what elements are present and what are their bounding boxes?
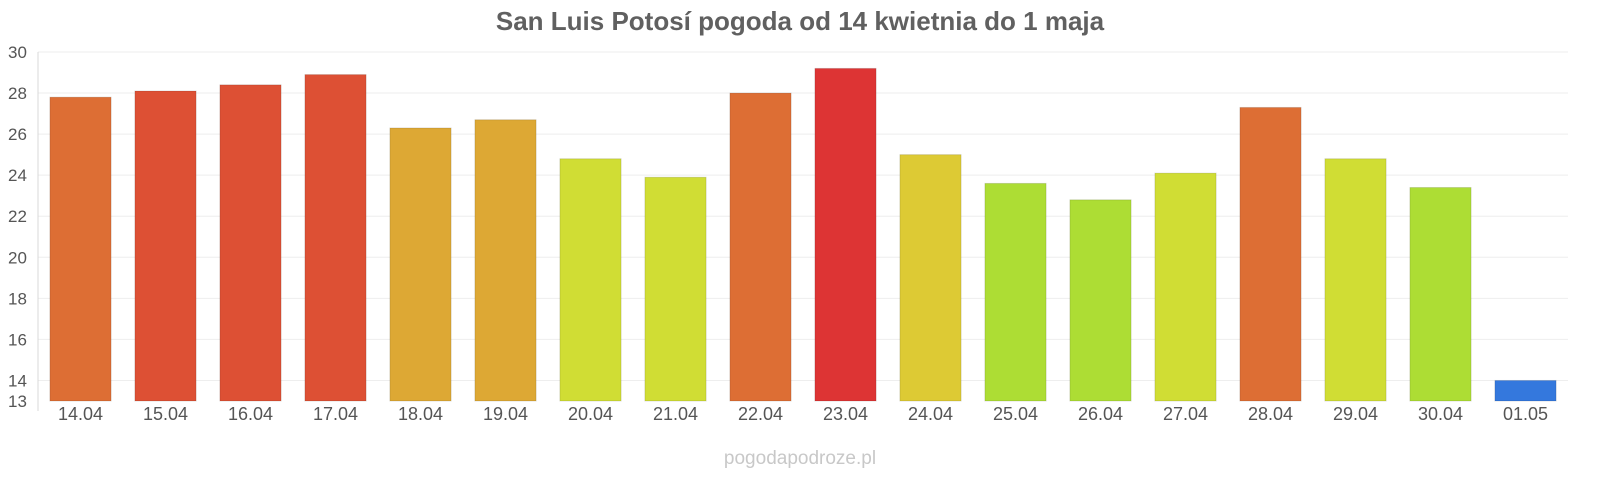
y-tick-label: 13 xyxy=(8,392,27,411)
x-tick-label: 14.04 xyxy=(58,404,103,424)
y-tick-label: 30 xyxy=(8,43,27,62)
x-tick-label: 01.05 xyxy=(1503,404,1548,424)
bar xyxy=(474,119,537,402)
x-tick-label: 26.04 xyxy=(1078,404,1123,424)
x-tick-label: 19.04 xyxy=(483,404,528,424)
y-tick-label: 16 xyxy=(8,330,27,349)
bar xyxy=(1324,158,1387,402)
bar xyxy=(1494,379,1557,402)
x-tick-label: 27.04 xyxy=(1163,404,1208,424)
bar xyxy=(49,96,112,402)
y-tick-label: 24 xyxy=(8,166,27,185)
y-axis: 13 14 16 18 20 22 24 26 28 30 xyxy=(8,43,39,411)
bar xyxy=(1069,199,1132,402)
bar xyxy=(389,127,452,402)
bar xyxy=(1409,186,1472,402)
x-axis-labels: 14.04 15.04 16.04 17.04 18.04 19.04 20.04 21.04… xyxy=(58,404,1548,424)
x-tick-label: 15.04 xyxy=(143,404,188,424)
bar xyxy=(304,74,367,402)
y-tick-label: 22 xyxy=(8,207,27,226)
bar xyxy=(559,158,622,402)
bar xyxy=(644,176,707,402)
bar xyxy=(899,154,962,402)
bar xyxy=(1154,172,1217,402)
bar xyxy=(984,182,1047,402)
x-tick-label: 29.04 xyxy=(1333,404,1378,424)
bar xyxy=(219,84,282,402)
x-tick-label: 21.04 xyxy=(653,404,698,424)
y-tick-label: 14 xyxy=(8,371,27,390)
y-tick-label: 26 xyxy=(8,125,27,144)
grid-lines xyxy=(38,51,1568,381)
y-tick-label: 18 xyxy=(8,289,27,308)
chart-title: San Luis Potosí pogoda od 14 kwietnia do… xyxy=(495,6,1105,36)
source-watermark: pogodapodroze.pl xyxy=(723,448,877,469)
bar xyxy=(729,92,792,402)
bar xyxy=(1239,106,1302,402)
bar xyxy=(814,67,877,402)
x-tick-label: 30.04 xyxy=(1418,404,1463,424)
x-tick-label: 17.04 xyxy=(313,404,358,424)
x-tick-label: 16.04 xyxy=(228,404,273,424)
x-tick-label: 18.04 xyxy=(398,404,443,424)
x-tick-label: 20.04 xyxy=(568,404,613,424)
x-tick-label: 25.04 xyxy=(993,404,1038,424)
y-tick-label: 20 xyxy=(8,248,27,267)
y-tick-label: 28 xyxy=(8,84,27,103)
x-tick-label: 24.04 xyxy=(908,404,953,424)
x-tick-label: 23.04 xyxy=(823,404,868,424)
x-tick-label: 28.04 xyxy=(1248,404,1293,424)
bars xyxy=(49,67,1557,402)
x-tick-label: 22.04 xyxy=(738,404,783,424)
bar xyxy=(134,90,197,402)
